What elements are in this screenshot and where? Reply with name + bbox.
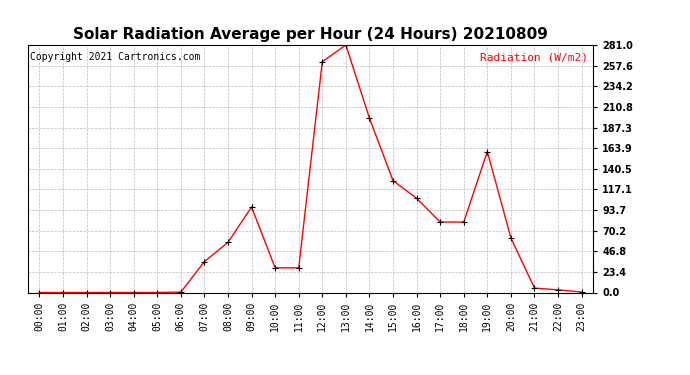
Text: Copyright 2021 Cartronics.com: Copyright 2021 Cartronics.com (30, 53, 201, 62)
Title: Solar Radiation Average per Hour (24 Hours) 20210809: Solar Radiation Average per Hour (24 Hou… (73, 27, 548, 42)
Text: Radiation (W/m2): Radiation (W/m2) (480, 53, 588, 62)
